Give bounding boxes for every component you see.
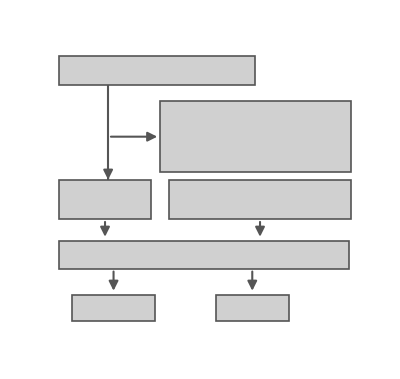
FancyBboxPatch shape <box>160 101 351 172</box>
FancyBboxPatch shape <box>59 56 255 85</box>
FancyBboxPatch shape <box>59 180 151 219</box>
FancyBboxPatch shape <box>169 180 351 219</box>
FancyBboxPatch shape <box>216 295 289 321</box>
FancyBboxPatch shape <box>72 295 155 321</box>
FancyBboxPatch shape <box>59 241 349 269</box>
